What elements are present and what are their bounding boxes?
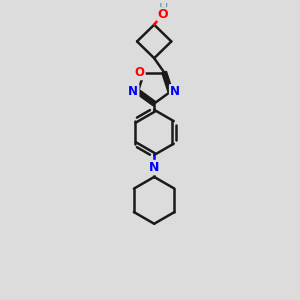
Text: O: O — [134, 66, 145, 79]
Text: H: H — [158, 2, 168, 15]
Text: O: O — [157, 8, 168, 21]
Text: N: N — [149, 161, 159, 174]
Text: N: N — [170, 85, 180, 98]
Text: N: N — [128, 85, 138, 98]
